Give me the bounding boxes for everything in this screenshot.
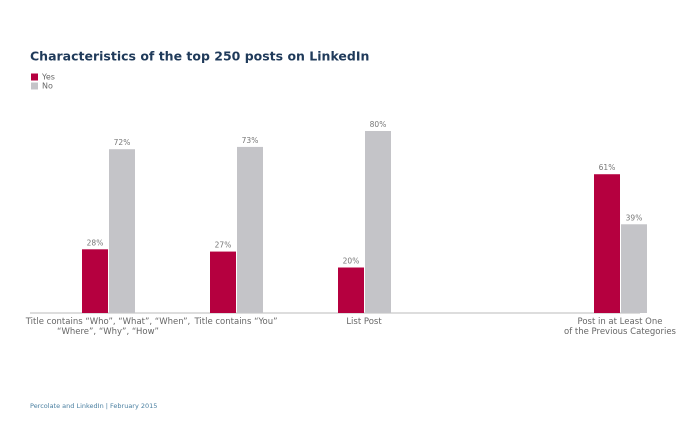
bar [237, 146, 263, 313]
bar [621, 224, 647, 313]
value-label: 27% [215, 241, 232, 250]
value-label: 72% [114, 138, 131, 147]
x-tick-label: Title contains “Who”, “What”, “When”, “W… [25, 317, 191, 337]
bar [210, 251, 236, 313]
value-label: 20% [343, 257, 360, 266]
x-tick-label: Post in at Least One of the Previous Cat… [564, 317, 676, 337]
chart-title: Characteristics of the top 250 posts on … [30, 49, 369, 64]
value-label: 28% [87, 238, 104, 247]
value-label: 61% [599, 163, 616, 172]
legend-swatch [31, 73, 38, 81]
legend-label: Yes [41, 73, 55, 82]
bar [365, 131, 391, 313]
legend-swatch [31, 82, 38, 90]
bar [338, 267, 364, 313]
value-label: 39% [626, 213, 643, 222]
value-label: 73% [242, 136, 259, 145]
legend-label: No [42, 82, 53, 91]
bar [82, 249, 108, 313]
x-tick-label: List Post [346, 317, 382, 327]
value-label: 80% [370, 120, 387, 129]
bar [594, 174, 620, 313]
x-tick-label: Title contains “You” [194, 317, 278, 327]
bar [109, 149, 135, 313]
footer: Percolate and LinkedIn | February 2015 [30, 402, 157, 410]
